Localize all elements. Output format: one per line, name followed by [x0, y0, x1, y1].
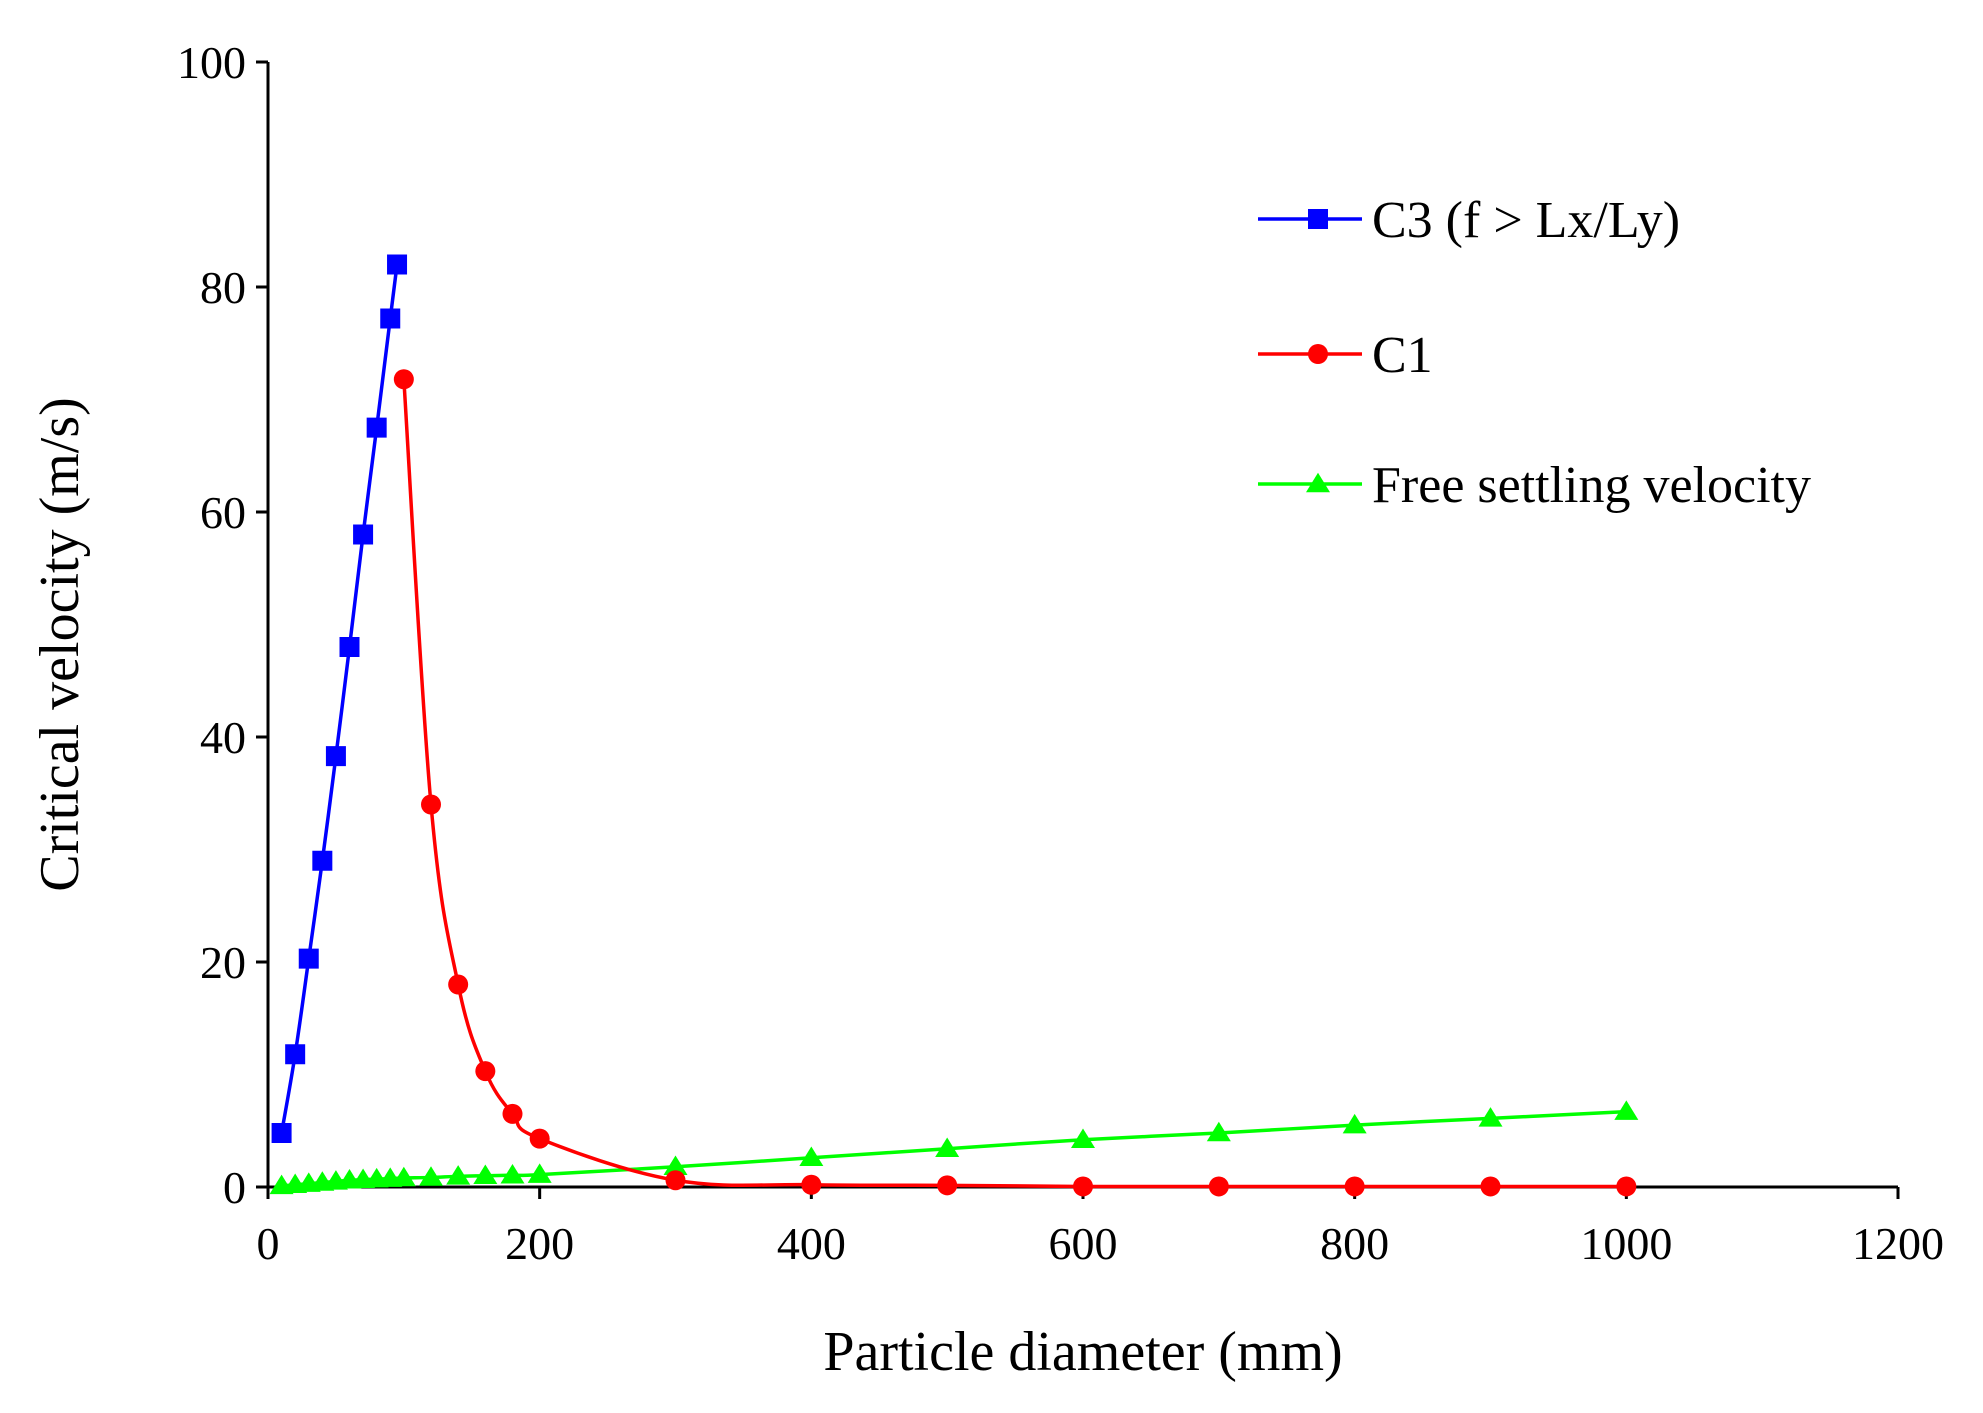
series-c1-marker [937, 1175, 958, 1196]
series-c1-marker [529, 1128, 550, 1149]
x-tick-label: 400 [777, 1218, 846, 1269]
x-tick-label: 0 [257, 1218, 280, 1269]
y-tick-label: 20 [200, 937, 246, 988]
series-c3-marker [312, 850, 333, 871]
series-c1-marker [801, 1174, 822, 1195]
series-c1-marker [1616, 1176, 1637, 1197]
series-free-settling-marker [1342, 1113, 1367, 1134]
y-tick-label: 0 [223, 1162, 246, 1213]
x-tick-label: 1200 [1852, 1218, 1944, 1269]
series-c3-marker [285, 1044, 306, 1065]
x-tick-label: 1000 [1580, 1218, 1672, 1269]
series-c1-marker [448, 974, 469, 995]
series-c3-marker [387, 254, 408, 275]
legend-label: C1 [1372, 327, 1433, 384]
series-free-settling-marker [1206, 1121, 1231, 1142]
series-free-settling-marker [799, 1146, 824, 1166]
series-c1-marker [665, 1170, 686, 1191]
series-c3-marker [298, 948, 319, 969]
legend-label: Free settling velocity [1372, 457, 1811, 514]
series-free-settling-marker [1614, 1100, 1639, 1120]
series-c3-line [279, 264, 399, 1134]
x-tick-label: 600 [1049, 1218, 1118, 1269]
series-c1-marker [502, 1103, 523, 1124]
y-tick-label: 40 [200, 712, 246, 763]
series-c1 [393, 369, 1637, 1197]
legend-marker [1308, 209, 1328, 229]
legend-item-c3: C3 (f > Lx/Ly) [1258, 192, 1680, 249]
series-free-settling-marker [527, 1163, 552, 1183]
series-free-settling-marker [1071, 1128, 1095, 1148]
y-tick-label: 80 [200, 262, 246, 313]
series-c1-line [402, 379, 1627, 1189]
series-free-settling-marker [419, 1166, 443, 1186]
series-c3-marker [353, 524, 374, 545]
series-c3-marker [339, 637, 360, 657]
legend-label: C3 (f > Lx/Ly) [1372, 192, 1680, 249]
legend: C3 (f > Lx/Ly) C1 Free settling velocity [1258, 192, 1811, 514]
series-free-settling-marker [1478, 1107, 1503, 1127]
legend-marker [1308, 344, 1328, 364]
y-axis-title: Critical velocity (m/s) [29, 397, 91, 892]
series-c3-marker [366, 417, 387, 438]
series-c1-marker [475, 1061, 496, 1082]
y-tick-label: 60 [200, 487, 246, 538]
series-c1-marker [393, 369, 414, 390]
series-free-settling-marker [391, 1166, 416, 1187]
ticks: 0 200 400 600 800 1000 1200 0 20 40 60 80 100 [177, 37, 1944, 1269]
series [269, 254, 1639, 1197]
series-free-settling-marker [446, 1165, 471, 1185]
x-tick-label: 800 [1320, 1218, 1389, 1269]
series-c1-marker [1480, 1176, 1501, 1197]
series-c3-marker [271, 1123, 292, 1143]
series-c3 [271, 254, 408, 1143]
series-c1-marker [1073, 1176, 1093, 1197]
legend-item-c1: C1 [1258, 327, 1433, 384]
series-c1-marker [1344, 1176, 1365, 1197]
series-c1-marker [421, 794, 441, 815]
legend-item-free-settling: Free settling velocity [1258, 457, 1811, 514]
legend-marker [1306, 472, 1330, 493]
series-free-settling [269, 1100, 1639, 1195]
y-tick-label: 100 [177, 37, 246, 88]
series-free-settling-marker [935, 1137, 960, 1157]
series-free-settling-marker [663, 1155, 688, 1175]
x-axis-title: Particle diameter (mm) [823, 1321, 1342, 1383]
series-free-settling-marker [473, 1164, 498, 1184]
series-c3-marker [325, 746, 346, 767]
x-tick-label: 200 [505, 1218, 574, 1269]
series-c1-marker [1208, 1176, 1229, 1197]
series-free-settling-marker [500, 1163, 525, 1184]
series-c3-marker [380, 308, 401, 329]
